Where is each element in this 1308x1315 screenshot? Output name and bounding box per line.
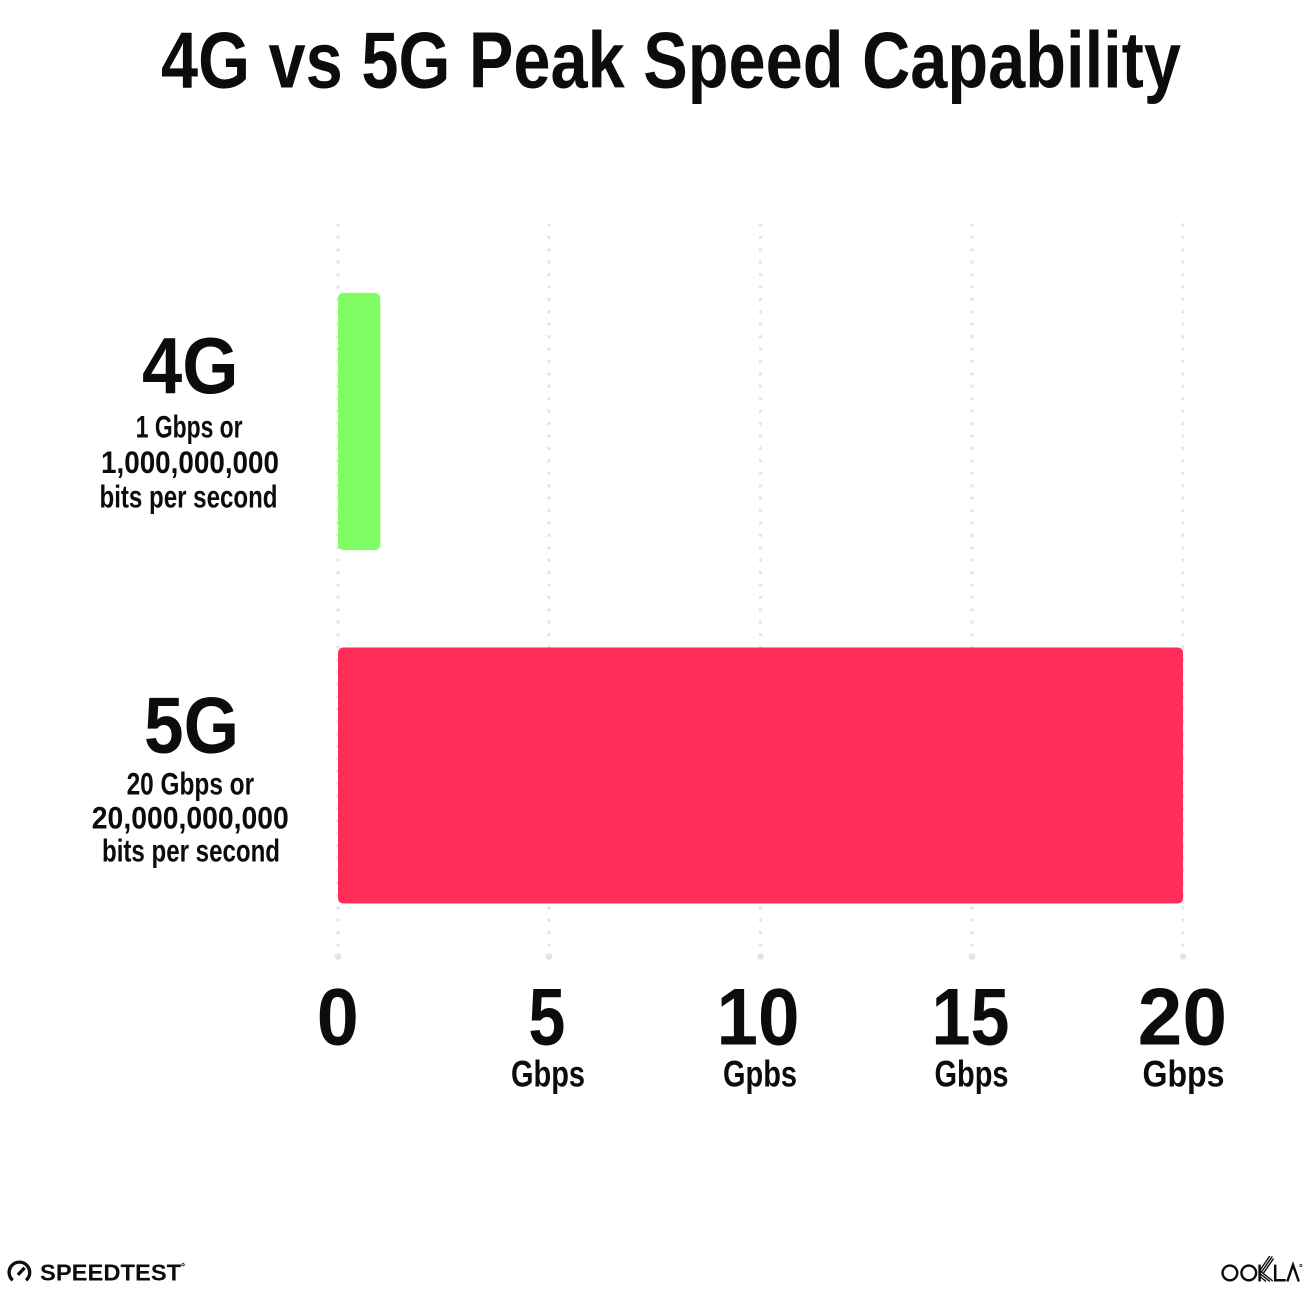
svg-text:10: 10: [717, 973, 800, 1063]
svg-text:5: 5: [528, 973, 565, 1063]
svg-text:Gpbs: Gpbs: [723, 1053, 797, 1094]
svg-text:0: 0: [317, 973, 359, 1063]
svg-text:15: 15: [932, 973, 1010, 1063]
svg-text:4G: 4G: [142, 321, 239, 410]
svg-text:1,000,000,000: 1,000,000,000: [101, 444, 279, 480]
svg-text:bits per second: bits per second: [100, 479, 278, 515]
svg-text:SPEEDTEST: SPEEDTEST: [40, 1260, 182, 1286]
svg-text:bits per second: bits per second: [102, 833, 280, 869]
svg-text:20: 20: [1138, 973, 1228, 1063]
svg-text:20,000,000,000: 20,000,000,000: [92, 800, 289, 836]
svg-text:4G vs 5G Peak Speed Capability: 4G vs 5G Peak Speed Capability: [161, 15, 1181, 104]
svg-text:Gbps: Gbps: [935, 1053, 1009, 1094]
svg-text:5G: 5G: [144, 681, 239, 770]
svg-text:Gbps: Gbps: [511, 1053, 585, 1094]
svg-text:Gbps: Gbps: [1143, 1053, 1225, 1094]
svg-text:20 Gbps or: 20 Gbps or: [127, 766, 255, 802]
svg-text:1 Gbps or: 1 Gbps or: [136, 408, 243, 444]
